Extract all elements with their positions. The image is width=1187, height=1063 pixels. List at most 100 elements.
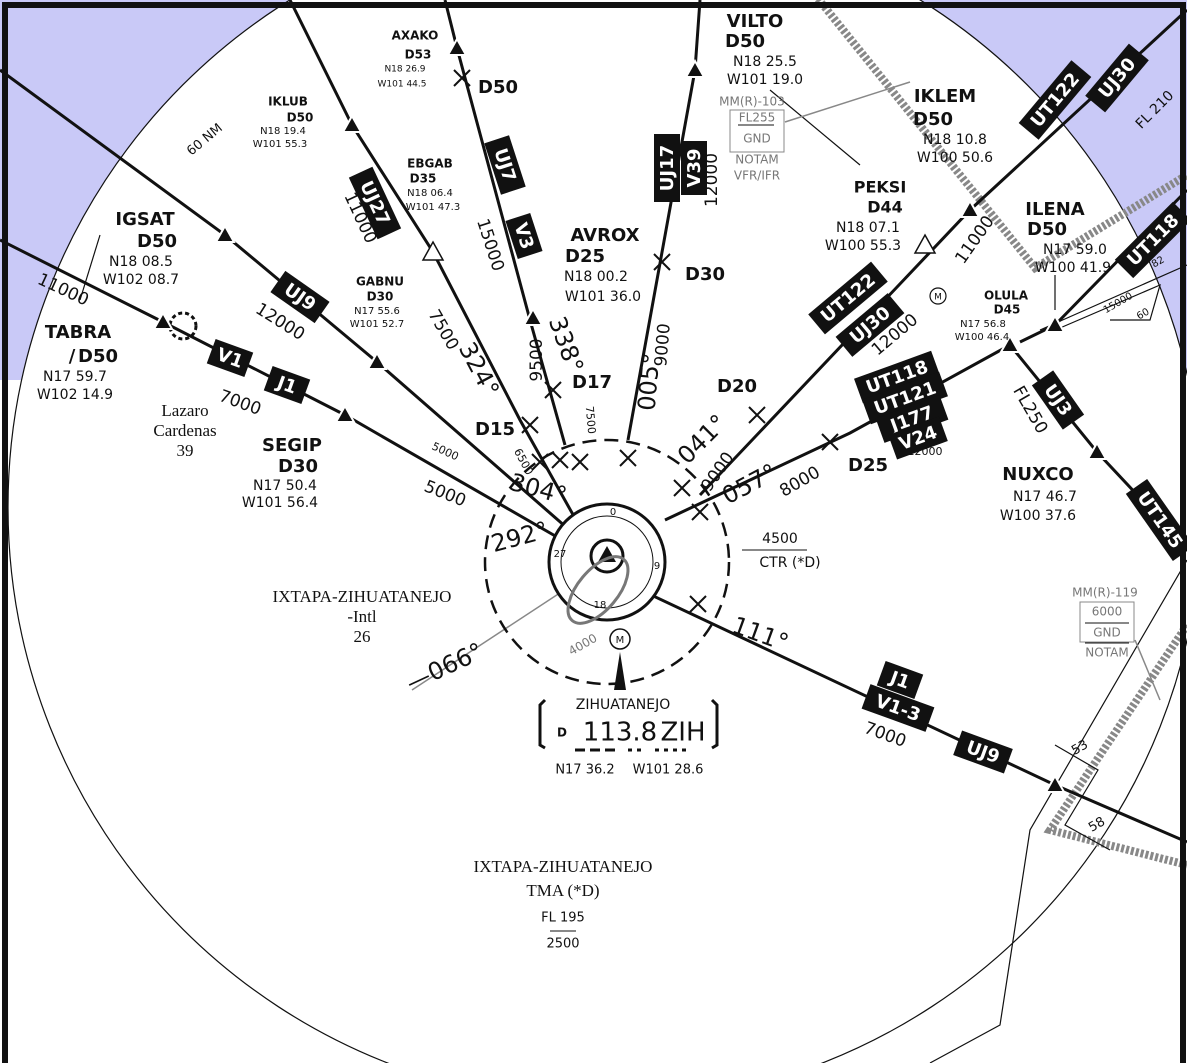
label: IGSAT <box>115 209 175 230</box>
label: D50 <box>1027 219 1067 240</box>
label: N18 26.9 <box>384 65 425 75</box>
airway-label: V39 <box>684 149 705 188</box>
label: D50 <box>78 346 118 367</box>
label: IXTAPA-ZIHUATANEJO <box>474 857 653 876</box>
label: NUXCO <box>1002 464 1073 485</box>
label: PEKSI <box>854 178 907 197</box>
label: N18 19.4 <box>260 126 306 137</box>
label: D20 <box>717 376 757 397</box>
label: D30 <box>278 456 318 477</box>
label: D50 <box>137 231 177 252</box>
label: D15 <box>475 419 515 440</box>
label: N18 08.5 <box>109 254 173 270</box>
label: D17 <box>572 372 612 393</box>
label: W100 50.6 <box>917 150 993 166</box>
label: Lazaro <box>161 401 208 420</box>
label: N17 56.8 <box>960 319 1006 330</box>
label: 9500 <box>527 338 547 381</box>
label: VILTO <box>727 11 784 32</box>
label: GND <box>1093 626 1121 640</box>
label: AXAKO <box>392 29 439 43</box>
label: 9000 <box>651 323 675 368</box>
label: M <box>616 635 625 646</box>
label: ZIHUATANEJO <box>576 697 671 713</box>
label: 2500 <box>546 937 579 952</box>
label: 27 <box>554 549 567 560</box>
label: NOTAM <box>735 153 778 167</box>
label: W101 19.0 <box>727 72 803 88</box>
label: MM(R)-103 <box>719 95 785 109</box>
airway-box: V39 <box>681 141 707 195</box>
label: W100 37.6 <box>1000 508 1076 524</box>
label: D50 <box>287 111 314 125</box>
label: W102 14.9 <box>37 387 113 403</box>
label: D30 <box>685 264 725 285</box>
label: 0 <box>610 507 616 518</box>
label: N17 55.6 <box>354 306 400 317</box>
label: N18 00.2 <box>564 269 628 285</box>
chart: AXAKOD53N18 26.9W101 44.5VILTOD50N18 25.… <box>0 0 1187 1063</box>
label: IKLUB <box>268 95 308 109</box>
label: W101 52.7 <box>350 319 404 330</box>
label: Cardenas <box>153 421 216 440</box>
label: D25 <box>848 455 888 476</box>
label: D45 <box>994 303 1021 317</box>
label: W100 46.4 <box>955 332 1009 343</box>
label: 6000 <box>1092 605 1123 619</box>
label: NOTAM <box>1085 646 1128 660</box>
label: 7500 <box>583 405 598 434</box>
label: -Intl <box>347 607 377 626</box>
label: / <box>69 346 76 367</box>
label: M <box>934 293 942 303</box>
label: W101 55.3 <box>253 139 307 150</box>
label: N17 46.7 <box>1013 489 1077 505</box>
label: FL255 <box>739 111 776 125</box>
label: 9 <box>654 561 660 572</box>
label: D <box>557 726 567 740</box>
label: GABNU <box>356 275 404 289</box>
label: VFR/IFR <box>734 169 780 183</box>
label: N17 59.7 <box>43 369 107 385</box>
label: D25 <box>565 246 605 267</box>
label: 113.8 <box>583 718 657 748</box>
label: 26 <box>354 627 371 646</box>
label: N17 59.0 <box>1043 242 1107 258</box>
label: ILENA <box>1025 199 1085 220</box>
label: TABRA <box>45 322 111 343</box>
label: W100 55.3 <box>825 238 901 254</box>
label: N18 10.8 <box>923 132 987 148</box>
label: W101 44.5 <box>378 80 427 90</box>
label: FL 195 <box>541 911 585 926</box>
label: IKLEM <box>914 86 976 107</box>
label: N17 36.2 <box>555 763 614 778</box>
label: W100 41.9 <box>1035 260 1111 276</box>
label: GND <box>743 132 771 146</box>
label: 4500 <box>762 531 798 547</box>
label: W101 28.6 <box>633 763 704 778</box>
label: 39 <box>177 441 194 460</box>
label: IXTAPA-ZIHUATANEJO <box>273 587 452 606</box>
label: EBGAB <box>407 157 453 171</box>
label: SEGIP <box>262 435 322 456</box>
label: MM(R)-119 <box>1072 586 1138 600</box>
label: N18 07.1 <box>836 220 900 236</box>
label: OLULA <box>984 289 1029 303</box>
label: AVROX <box>570 225 639 246</box>
label: N18 06.4 <box>407 188 453 199</box>
label: N18 25.5 <box>733 54 797 70</box>
label: D50 <box>478 77 518 98</box>
label: W101 56.4 <box>242 495 318 511</box>
label: D50 <box>913 109 953 130</box>
label: ZIH <box>660 718 705 748</box>
label: D44 <box>867 198 903 217</box>
label: D53 <box>405 48 432 62</box>
label: W101 36.0 <box>565 289 641 305</box>
label: N17 50.4 <box>253 478 317 494</box>
airway-box: UJ17 <box>654 134 680 202</box>
airway-label: UJ17 <box>657 145 678 191</box>
label: W102 08.7 <box>103 272 179 288</box>
label: D50 <box>725 31 765 52</box>
label: D30 <box>367 290 394 304</box>
label: TMA (*D) <box>526 881 599 900</box>
label: CTR (*D) <box>759 555 820 571</box>
